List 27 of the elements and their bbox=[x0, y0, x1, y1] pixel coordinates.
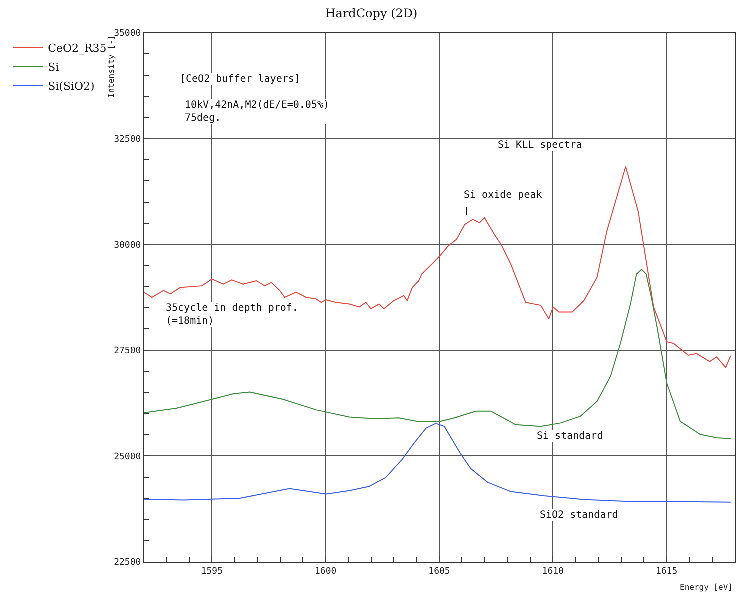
chart-title: HardCopy (2D) bbox=[325, 6, 418, 20]
y-axis-title: Intensity [-] bbox=[106, 35, 116, 98]
annotation: SiO2 standard bbox=[540, 510, 618, 521]
legend-label: Si bbox=[48, 60, 60, 74]
line-series bbox=[144, 269, 732, 440]
x-tick-label: 1605 bbox=[428, 566, 450, 577]
annotation: Si oxide peak bbox=[464, 190, 542, 201]
y-tick-label: 22500 bbox=[114, 558, 142, 568]
annotation: 35cycle in depth prof. (=18min) bbox=[166, 303, 298, 327]
y-tick-label: 35000 bbox=[114, 29, 142, 40]
x-tick-label: 1600 bbox=[315, 566, 337, 577]
x-tick-label: 1615 bbox=[656, 566, 678, 577]
y-tick-label: 30000 bbox=[114, 240, 142, 251]
x-tick-label: 1595 bbox=[201, 566, 224, 577]
annotation: Si standard bbox=[537, 431, 604, 442]
y-tick-label: 27500 bbox=[114, 346, 142, 357]
y-tick-label: 25000 bbox=[114, 452, 142, 462]
line-series bbox=[144, 423, 732, 503]
annotation: [CeO2 buffer layers] bbox=[180, 74, 300, 85]
annotation: Si KLL spectra bbox=[498, 140, 582, 151]
legend-label: Si(SiO2) bbox=[48, 80, 95, 93]
annotation: 10kV,42nA,M2(dE/E=0.05%) 75deg. bbox=[185, 100, 330, 124]
x-axis-title: Energy [eV] bbox=[680, 583, 733, 592]
legend-label: CeO2_R35 bbox=[48, 42, 107, 55]
line-series bbox=[144, 166, 732, 368]
y-tick-label: 32500 bbox=[114, 134, 142, 145]
x-tick-label: 1610 bbox=[542, 566, 564, 577]
